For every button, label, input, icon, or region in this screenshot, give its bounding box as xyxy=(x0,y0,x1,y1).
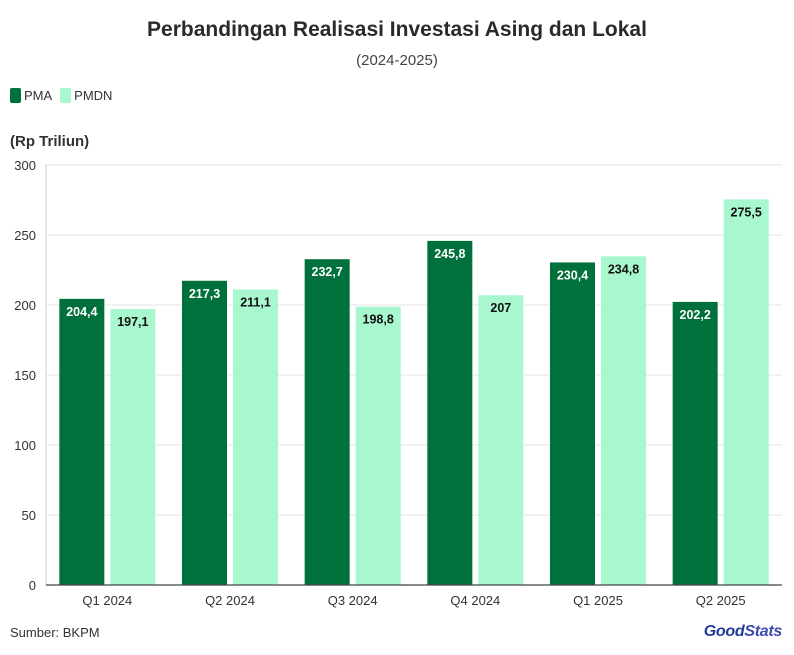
bar-pmdn xyxy=(478,295,524,585)
legend-item-pmdn[interactable]: PMDN xyxy=(60,88,112,103)
y-axis-unit-label: (Rp Triliun) xyxy=(10,133,90,150)
legend-swatch-pma xyxy=(10,88,21,103)
data-label-pmdn: 275,5 xyxy=(731,205,762,219)
bar-pmdn xyxy=(601,256,646,585)
bar-pma xyxy=(182,280,227,585)
source-note: Sumber: BKPM xyxy=(10,625,100,640)
data-label-pma: 232,7 xyxy=(312,265,343,279)
logo-text-good: Good xyxy=(703,623,745,640)
data-label-pmdn: 211,1 xyxy=(240,295,271,309)
data-label-pma: 245,8 xyxy=(434,247,465,261)
legend: PMA PMDN xyxy=(10,88,120,103)
data-label-pmdn: 198,8 xyxy=(363,313,394,327)
bar-pma xyxy=(427,240,473,585)
bar-pma xyxy=(550,262,595,585)
y-tick-label: 300 xyxy=(14,158,36,173)
y-tick-label: 150 xyxy=(14,368,36,383)
legend-item-pma[interactable]: PMA xyxy=(10,88,52,103)
bar-pma xyxy=(59,298,105,585)
legend-label-pma: PMA xyxy=(24,88,53,103)
x-tick-label: Q3 2024 xyxy=(328,593,378,608)
y-tick-label: 250 xyxy=(14,228,36,243)
bar-pmdn xyxy=(110,309,156,585)
data-label-pma: 202,2 xyxy=(680,308,711,322)
bar-pmdn xyxy=(233,289,278,585)
logo-text-stats: Stats xyxy=(744,623,782,640)
y-tick-label: 50 xyxy=(22,508,36,523)
bar-pma xyxy=(304,259,350,585)
legend-swatch-pmdn xyxy=(60,88,72,103)
x-tick-label: Q1 2024 xyxy=(82,593,132,608)
x-tick-label: Q2 2025 xyxy=(696,593,746,608)
data-label-pmdn: 197,1 xyxy=(117,315,148,329)
chart-subtitle: (2024-2025) xyxy=(356,52,438,69)
x-tick-label: Q2 2024 xyxy=(205,593,255,608)
y-tick-label: 0 xyxy=(29,578,36,593)
data-label-pma: 204,4 xyxy=(66,305,97,319)
x-tick-label: Q1 2025 xyxy=(573,593,623,608)
chart-title: Perbandingan Realisasi Investasi Asing d… xyxy=(147,18,647,41)
x-tick-label: Q4 2024 xyxy=(450,593,500,608)
data-label-pmdn: 207 xyxy=(490,301,511,315)
bar-pmdn xyxy=(723,199,769,586)
legend-label-pmdn: PMDN xyxy=(74,88,113,103)
data-label-pma: 230,4 xyxy=(557,268,588,282)
y-tick-label: 200 xyxy=(14,298,36,313)
data-label-pma: 217,3 xyxy=(189,287,220,301)
data-label-pmdn: 234,8 xyxy=(608,262,639,276)
bar-pma xyxy=(672,301,718,585)
y-tick-label: 100 xyxy=(14,438,36,453)
bar-pmdn xyxy=(355,306,401,585)
goodstats-logo: GoodStats xyxy=(703,623,783,641)
